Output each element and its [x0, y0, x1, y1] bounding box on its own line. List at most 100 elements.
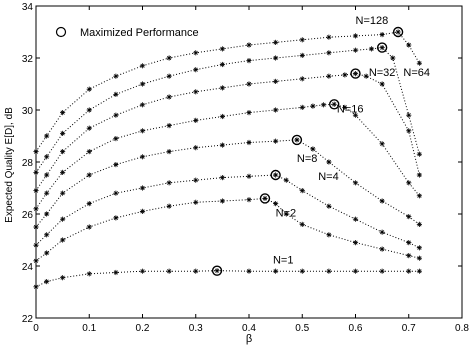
data-point [86, 271, 92, 277]
x-axis-ticks: 0 0.1 0.2 0.3 0.4 0.5 0.6 0.7 0.8 [33, 6, 469, 334]
data-point [219, 142, 225, 148]
data-point [44, 172, 50, 178]
series-layer [33, 26, 422, 290]
data-point [390, 55, 396, 61]
data-point [368, 46, 375, 52]
data-point [139, 63, 146, 69]
data-point [44, 211, 50, 217]
data-point [44, 154, 50, 160]
data-point [219, 113, 225, 120]
series-line [35, 139, 420, 228]
data-point [416, 221, 422, 227]
series-n-8 [33, 134, 422, 230]
data-point [33, 224, 39, 230]
max-performance-marker [211, 265, 223, 276]
data-point [113, 73, 119, 79]
x-tick-label: 0.3 [189, 323, 203, 334]
data-point [86, 224, 92, 230]
data-point [193, 89, 199, 95]
data-point [416, 193, 422, 199]
data-point [299, 188, 305, 194]
data-point [113, 190, 119, 196]
data-point [193, 50, 199, 56]
data-point [33, 169, 39, 175]
data-point [166, 268, 172, 274]
data-point [166, 149, 172, 155]
data-point [166, 55, 172, 61]
series-n-128 [33, 26, 422, 155]
data-point [60, 169, 66, 175]
x-tick-label: 0.5 [295, 323, 309, 334]
data-point [379, 141, 385, 147]
data-point [326, 268, 332, 274]
series-annotation: N=64 [403, 67, 430, 79]
data-point [193, 199, 199, 205]
data-point [416, 255, 422, 261]
data-point [331, 101, 337, 107]
y-axis-ticks: 22 24 26 28 30 32 34 [22, 2, 462, 325]
data-point [299, 37, 305, 43]
data-point [294, 137, 300, 143]
data-point [320, 102, 327, 108]
data-point [379, 45, 385, 51]
max-performance-marker [270, 169, 281, 181]
data-point [60, 130, 66, 136]
max-performance-marker [350, 68, 361, 79]
data-point [246, 268, 252, 274]
data-point [416, 151, 422, 157]
data-point [273, 201, 279, 207]
data-point [139, 208, 146, 214]
data-point [342, 72, 348, 78]
data-point [326, 159, 332, 165]
data-point [406, 268, 412, 274]
data-point [166, 123, 172, 129]
data-point [416, 172, 422, 178]
data-point [219, 175, 225, 181]
x-tick-label: 0.1 [82, 323, 96, 334]
data-point [273, 78, 279, 84]
data-point [193, 268, 199, 274]
data-point [86, 172, 92, 178]
data-point [326, 73, 332, 79]
legend: Maximized Performance [55, 26, 199, 39]
series-n-1 [33, 265, 422, 290]
data-point [113, 269, 119, 276]
data-point [33, 149, 39, 155]
data-point [113, 136, 119, 142]
data-point [352, 71, 359, 77]
data-point [86, 125, 92, 131]
data-point [352, 33, 359, 39]
data-point [246, 139, 252, 146]
data-point [113, 91, 119, 97]
data-point [193, 145, 199, 151]
y-tick-label: 32 [22, 54, 34, 65]
data-point [219, 198, 225, 204]
data-point [379, 32, 385, 38]
legend-marker-icon [55, 26, 67, 38]
data-point [352, 240, 359, 246]
y-axis-title: Expected Quality E[D], dB [4, 107, 15, 223]
data-point [193, 67, 199, 73]
data-point [299, 76, 305, 82]
series-n-64 [33, 42, 422, 175]
series-line [35, 174, 420, 249]
max-performance-marker [329, 99, 340, 110]
data-point [283, 211, 289, 217]
data-point [326, 34, 332, 40]
data-point [219, 85, 225, 91]
x-tick-label: 0.7 [402, 323, 416, 334]
data-point [139, 102, 146, 108]
annotations-layer: N=1 N=2 N=4N=8 N=16 N=32 N=64 N=128 [273, 15, 430, 266]
data-point [416, 60, 422, 66]
series-annotation: N=32 [369, 67, 396, 79]
data-point [310, 103, 316, 109]
data-point [299, 268, 305, 274]
data-point [246, 173, 252, 179]
series-annotation: N=2 [276, 208, 297, 220]
data-point [139, 154, 146, 160]
x-tick-label: 0.2 [136, 323, 150, 334]
data-point [326, 50, 332, 56]
data-point [406, 253, 412, 259]
data-point [406, 112, 412, 118]
